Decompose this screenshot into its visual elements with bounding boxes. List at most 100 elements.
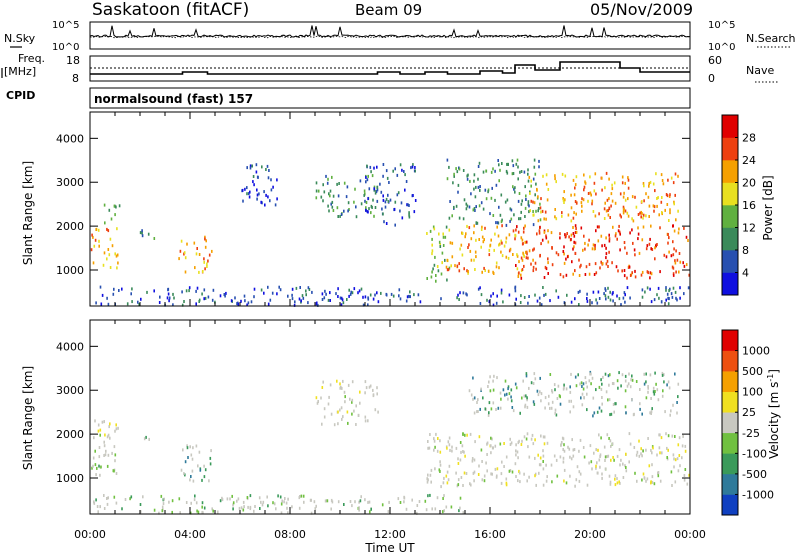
data-cell <box>566 232 568 235</box>
data-cell <box>563 383 565 387</box>
x-tick-label: 04:00 <box>174 528 206 541</box>
data-cell <box>604 455 607 459</box>
data-cell <box>398 288 401 292</box>
data-cell <box>393 207 396 211</box>
data-cell <box>605 256 607 260</box>
data-cell <box>160 494 163 498</box>
data-cell <box>593 247 596 251</box>
data-cell <box>658 446 661 450</box>
data-cell <box>369 510 371 514</box>
data-cell <box>333 423 336 427</box>
data-cell <box>490 238 492 242</box>
data-cell <box>635 205 638 209</box>
data-cell <box>574 375 577 379</box>
data-cell <box>607 398 609 402</box>
data-cell <box>272 185 274 189</box>
data-cell <box>612 456 614 459</box>
data-cell <box>542 174 544 178</box>
data-cell <box>522 230 525 234</box>
data-cell <box>168 296 171 300</box>
data-cell <box>406 203 408 207</box>
data-cell <box>483 474 486 478</box>
data-cell <box>582 387 585 391</box>
data-cell <box>329 189 332 193</box>
noise-tick-top-right: 10^5 <box>708 20 735 31</box>
data-cell <box>629 274 632 277</box>
data-cell <box>611 261 613 265</box>
data-cell <box>237 302 240 306</box>
data-cell <box>388 500 390 504</box>
data-cell <box>490 294 492 298</box>
data-cell <box>252 175 255 178</box>
data-cell <box>553 454 556 458</box>
colorbar-segment <box>722 453 738 475</box>
data-cell <box>303 500 305 504</box>
data-cell <box>111 451 113 455</box>
data-cell <box>528 295 530 298</box>
data-cell <box>605 236 607 240</box>
data-cell <box>536 187 538 191</box>
data-cell <box>682 261 684 265</box>
data-cell <box>561 214 563 218</box>
data-cell <box>663 373 665 377</box>
data-cell <box>494 198 496 202</box>
data-cell <box>445 474 448 478</box>
data-cell <box>507 387 509 391</box>
data-cell <box>649 180 652 184</box>
data-cell <box>582 446 585 449</box>
data-cell <box>674 259 676 263</box>
data-cell <box>189 478 191 482</box>
data-cell <box>446 481 449 485</box>
data-cell <box>116 253 119 257</box>
data-cell <box>497 234 500 238</box>
data-cell <box>471 459 474 463</box>
data-cell <box>501 460 503 464</box>
data-cell <box>647 195 650 199</box>
data-cell <box>574 269 576 273</box>
data-cell <box>103 251 106 255</box>
y-tick-label: 3000 <box>56 176 84 189</box>
data-cell <box>666 292 669 296</box>
data-cell <box>506 198 509 202</box>
data-cell <box>656 453 658 457</box>
data-cell <box>516 158 519 162</box>
data-cell <box>605 297 607 301</box>
data-cell <box>462 450 464 453</box>
data-cell <box>532 442 535 446</box>
data-cell <box>473 187 475 191</box>
data-cell <box>557 384 560 388</box>
data-cell <box>499 442 502 446</box>
data-cell <box>104 221 106 225</box>
data-cell <box>492 270 494 274</box>
data-cell <box>364 419 367 423</box>
data-cell <box>688 273 690 277</box>
data-cell <box>480 245 482 249</box>
data-cell <box>659 479 662 483</box>
data-cell <box>623 274 626 278</box>
x-tick-label: 00:00 <box>674 528 706 541</box>
data-cell <box>459 291 461 295</box>
y-tick-label: 2000 <box>56 220 84 233</box>
data-cell <box>626 286 629 290</box>
data-cell <box>404 173 406 177</box>
data-cell <box>634 275 637 279</box>
data-cell <box>479 302 482 305</box>
data-cell <box>247 301 250 305</box>
data-cell <box>369 384 372 388</box>
data-cell <box>539 253 541 257</box>
data-cell <box>545 479 548 483</box>
data-cell <box>542 483 545 487</box>
data-cell <box>373 166 375 170</box>
data-cell <box>153 237 156 240</box>
data-cell <box>555 289 557 293</box>
data-cell <box>217 510 219 514</box>
data-cell <box>451 255 454 259</box>
data-cell <box>627 178 630 182</box>
data-cell <box>583 173 585 177</box>
data-cell <box>370 211 372 215</box>
data-cell <box>490 451 492 455</box>
data-cell <box>511 470 514 474</box>
data-cell <box>416 511 418 515</box>
data-cell <box>526 405 529 409</box>
data-cell <box>162 502 165 506</box>
